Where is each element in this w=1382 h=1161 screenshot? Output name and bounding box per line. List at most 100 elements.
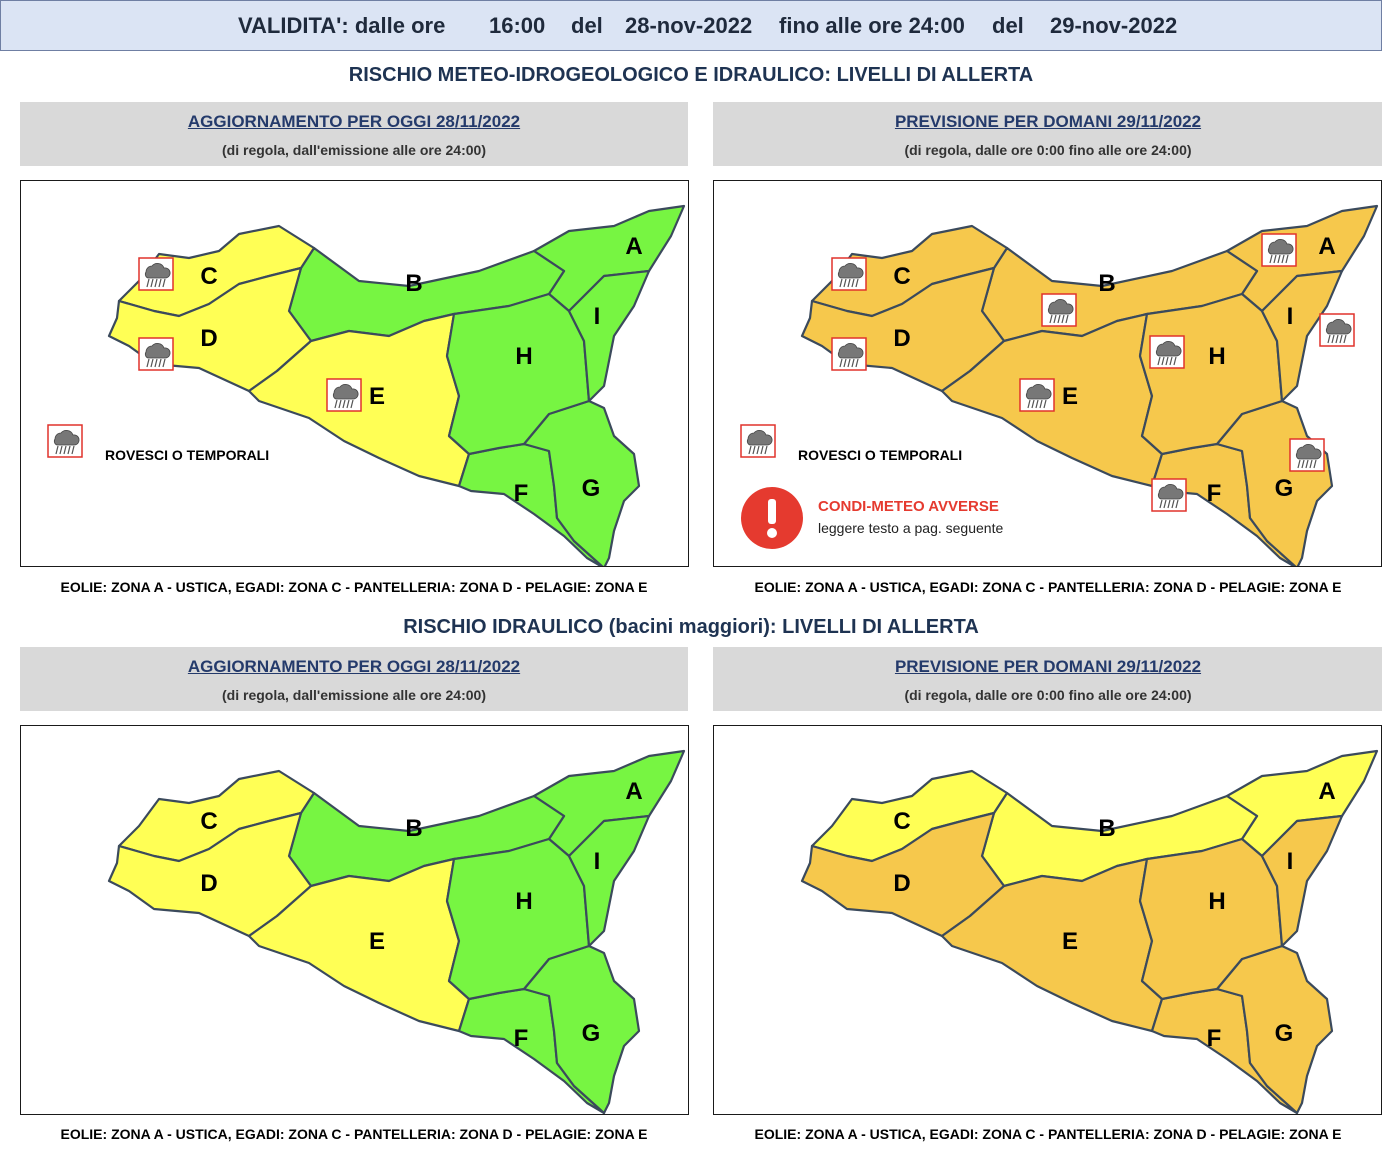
- storm-icon: [1151, 478, 1187, 512]
- sicily-map-svg: A B C D E F G H I ROVESCI O TEMPORALI CONDI-METEO …: [740, 204, 1379, 566]
- storm-icon: [138, 257, 174, 291]
- zone-h: [1138, 837, 1284, 1001]
- storm-icon: [138, 337, 174, 371]
- map-meteo-today: A B C D E F G H I ROVESCI O TEMPORALI: [20, 180, 689, 567]
- zone-label-b: B: [405, 815, 422, 842]
- zone-h: [445, 292, 591, 456]
- zone-label-e: E: [369, 383, 385, 410]
- zone-i: [567, 269, 651, 403]
- header-tomorrow-subtitle: (di regola, dalle ore 0:00 fino alle ore…: [904, 142, 1192, 158]
- header-today-idro: AGGIORNAMENTO PER OGGI 28/11/2022 (di re…: [20, 647, 688, 711]
- zone-label-a: A: [625, 778, 642, 805]
- zone-label-h: H: [1208, 343, 1225, 370]
- header-today-subtitle: (di regola, dall'emissione alle ore 24:0…: [222, 687, 486, 703]
- storm-legend-label: ROVESCI O TEMPORALI: [798, 447, 962, 463]
- zone-label-g: G: [582, 1020, 601, 1047]
- zone-label-e: E: [1062, 928, 1078, 955]
- zone-label-f: F: [514, 1025, 529, 1052]
- warning-icon: [741, 487, 803, 549]
- header-today-title: AGGIORNAMENTO PER OGGI 28/11/2022: [187, 657, 521, 676]
- header-tomorrow-title: PREVISIONE PER DOMANI 29/11/2022: [894, 112, 1202, 131]
- sicily-map-svg: A B C D E F G H I: [107, 749, 686, 1114]
- zone-label-b: B: [1098, 270, 1115, 297]
- zone-label-g: G: [1275, 475, 1294, 502]
- zone-label-a: A: [1318, 778, 1335, 805]
- zone-label-g: G: [582, 475, 601, 502]
- zone-label-c: C: [200, 808, 217, 835]
- validity-to-date: 29-nov-2022: [1050, 13, 1178, 38]
- zone-g: [522, 944, 641, 1114]
- storm-icon: [1041, 293, 1077, 327]
- validity-del-1: del: [571, 13, 603, 38]
- map-idro-today: A B C D E F G H I: [20, 725, 689, 1115]
- zone-label-a: A: [1318, 233, 1335, 260]
- storm-icon: [1319, 313, 1355, 347]
- zone-label-h: H: [1208, 888, 1225, 915]
- zone-i: [567, 814, 651, 948]
- validity-from-date: 28-nov-2022: [625, 13, 753, 38]
- storm-icon: [326, 378, 362, 412]
- zone-label-c: C: [893, 263, 910, 290]
- zone-label-c: C: [893, 808, 910, 835]
- header-tomorrow-idro: PREVISIONE PER DOMANI 29/11/2022 (di reg…: [713, 647, 1382, 711]
- validity-banner: VALIDITA': dalle ore 16:00 del 28-nov-20…: [0, 0, 1382, 51]
- zone-label-i: I: [1287, 303, 1294, 330]
- zone-label-i: I: [1287, 848, 1294, 875]
- footer-note-idro-today: EOLIE: ZONA A - USTICA, EGADI: ZONA C - …: [60, 1126, 648, 1142]
- storm-icon: [1261, 233, 1297, 267]
- zone-g: [522, 399, 641, 566]
- storm-legend-label: ROVESCI O TEMPORALI: [105, 447, 269, 463]
- section-title-idraulico: RISCHIO IDRAULICO (bacini maggiori): LIV…: [403, 616, 979, 638]
- zone-label-f: F: [1207, 480, 1222, 507]
- zone-i: [1260, 814, 1344, 948]
- storm-icon: [1149, 335, 1185, 369]
- zone-label-d: D: [200, 325, 217, 352]
- zone-label-d: D: [893, 325, 910, 352]
- zone-label-c: C: [200, 263, 217, 290]
- storm-legend-icon: [47, 424, 83, 458]
- storm-icon: [1019, 378, 1055, 412]
- footer-note-meteo-today: EOLIE: ZONA A - USTICA, EGADI: ZONA C - …: [60, 579, 648, 595]
- zone-h: [445, 837, 591, 1001]
- zone-i: [1260, 269, 1344, 403]
- sicily-map-svg: A B C D E F G H I ROVESCI O TEMPORALI: [47, 204, 686, 566]
- zone-label-g: G: [1275, 1020, 1294, 1047]
- footer-note-idro-tomorrow: EOLIE: ZONA A - USTICA, EGADI: ZONA C - …: [754, 1126, 1342, 1142]
- sicily-map-svg: A B C D E F G H I: [800, 749, 1379, 1114]
- storm-icon: [831, 337, 867, 371]
- section-title-meteo: RISCHIO METEO-IDROGEOLOGICO E IDRAULICO:…: [348, 64, 1034, 86]
- zone-label-h: H: [515, 343, 532, 370]
- zone-label-i: I: [594, 303, 601, 330]
- header-tomorrow-title: PREVISIONE PER DOMANI 29/11/2022: [894, 657, 1202, 676]
- zone-label-e: E: [1062, 383, 1078, 410]
- zone-label-h: H: [515, 888, 532, 915]
- footer-note-meteo-tomorrow: EOLIE: ZONA A - USTICA, EGADI: ZONA C - …: [754, 579, 1342, 595]
- zone-label-a: A: [625, 233, 642, 260]
- zone-label-f: F: [1207, 1025, 1222, 1052]
- zone-label-d: D: [893, 870, 910, 897]
- zone-label-b: B: [1098, 815, 1115, 842]
- warning-title: CONDI-METEO AVVERSE: [818, 498, 999, 515]
- zone-label-d: D: [200, 870, 217, 897]
- storm-icon: [1289, 438, 1325, 472]
- validity-del-2: del: [992, 13, 1024, 38]
- zone-g: [1215, 944, 1334, 1114]
- header-today-subtitle: (di regola, dall'emissione alle ore 24:0…: [222, 142, 486, 158]
- validity-from-time: 16:00: [489, 13, 546, 38]
- storm-icon: [831, 257, 867, 291]
- storm-legend-icon: [740, 424, 776, 458]
- validity-until-label: fino alle ore 24:00: [779, 13, 965, 38]
- header-today-meteo: AGGIORNAMENTO PER OGGI 28/11/2022 (di re…: [20, 102, 688, 166]
- zone-label-b: B: [405, 270, 422, 297]
- header-tomorrow-subtitle: (di regola, dalle ore 0:00 fino alle ore…: [904, 687, 1192, 703]
- zone-label-f: F: [514, 480, 529, 507]
- validity-label: VALIDITA': dalle ore: [238, 13, 446, 38]
- header-tomorrow-meteo: PREVISIONE PER DOMANI 29/11/2022 (di reg…: [713, 102, 1382, 166]
- warning-subtitle: leggere testo a pag. seguente: [818, 520, 1003, 536]
- zone-h: [1138, 292, 1284, 456]
- zone-label-i: I: [594, 848, 601, 875]
- map-meteo-tomorrow: A B C D E F G H I ROVESCI O TEMPORALI CONDI-METEO …: [713, 180, 1382, 567]
- zone-label-e: E: [369, 928, 385, 955]
- header-today-title: AGGIORNAMENTO PER OGGI 28/11/2022: [187, 112, 521, 131]
- map-idro-tomorrow: A B C D E F G H I: [713, 725, 1382, 1115]
